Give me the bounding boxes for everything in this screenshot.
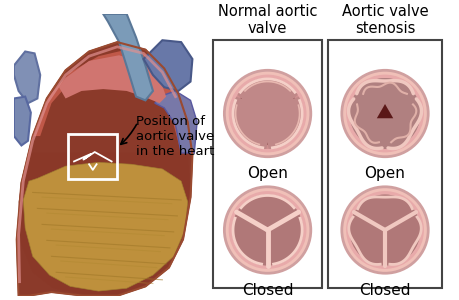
Text: Closed: Closed xyxy=(241,283,293,298)
Polygon shape xyxy=(33,50,187,153)
Text: Position of
aortic valve
in the heart: Position of aortic valve in the heart xyxy=(136,116,214,158)
Polygon shape xyxy=(237,78,297,123)
Polygon shape xyxy=(267,213,302,266)
Polygon shape xyxy=(349,212,384,266)
Text: Open: Open xyxy=(364,166,404,181)
Polygon shape xyxy=(23,162,187,291)
Bar xyxy=(327,40,442,288)
Bar xyxy=(213,40,321,288)
Circle shape xyxy=(349,78,420,149)
Text: Aortic valve
stenosis: Aortic valve stenosis xyxy=(341,4,427,37)
Text: Open: Open xyxy=(246,166,287,181)
Polygon shape xyxy=(103,14,153,101)
Polygon shape xyxy=(384,212,420,266)
Text: Closed: Closed xyxy=(358,283,410,298)
Circle shape xyxy=(224,70,310,157)
Polygon shape xyxy=(232,213,267,266)
Circle shape xyxy=(228,75,306,152)
Polygon shape xyxy=(353,78,415,119)
Polygon shape xyxy=(14,97,31,146)
Circle shape xyxy=(232,78,302,149)
Bar xyxy=(68,134,117,179)
Polygon shape xyxy=(143,40,192,91)
Circle shape xyxy=(232,195,302,266)
Polygon shape xyxy=(349,95,389,149)
Polygon shape xyxy=(59,55,166,103)
Polygon shape xyxy=(18,153,190,294)
Circle shape xyxy=(349,195,420,266)
Polygon shape xyxy=(353,195,415,230)
Circle shape xyxy=(341,70,427,157)
Polygon shape xyxy=(14,52,40,103)
Circle shape xyxy=(228,191,306,269)
Polygon shape xyxy=(237,195,297,230)
Circle shape xyxy=(345,191,423,269)
Circle shape xyxy=(236,82,298,145)
Circle shape xyxy=(341,187,427,273)
Polygon shape xyxy=(17,42,192,296)
Circle shape xyxy=(345,75,423,152)
Polygon shape xyxy=(232,97,275,149)
Polygon shape xyxy=(155,91,197,153)
Polygon shape xyxy=(376,104,392,118)
Circle shape xyxy=(224,187,310,273)
Polygon shape xyxy=(259,97,302,149)
Text: Normal aortic
valve: Normal aortic valve xyxy=(218,4,317,37)
Polygon shape xyxy=(380,95,420,149)
